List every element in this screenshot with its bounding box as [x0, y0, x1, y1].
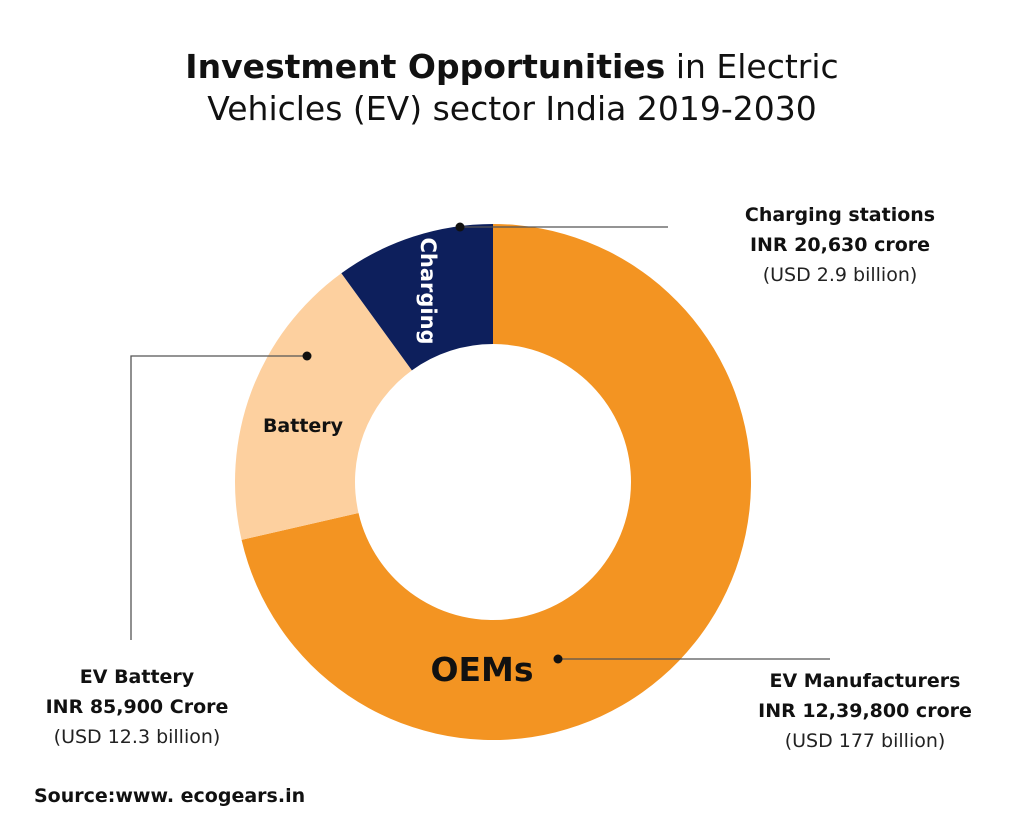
leader-dot-oems: [553, 654, 563, 664]
donut-segment-oems: [241, 224, 751, 740]
annotation-oems: EV Manufacturers INR 12,39,800 crore (US…: [758, 670, 972, 752]
annotation-charging: Charging stations INR 20,630 crore (USD …: [744, 204, 936, 286]
annotation-battery: EV Battery INR 85,900 Crore (USD 12.3 bi…: [45, 666, 229, 748]
leader-dot-battery: [302, 351, 312, 361]
leader-line-battery: [130, 355, 307, 640]
segment-label-battery: Battery: [263, 415, 344, 437]
donut-segment-charging: [341, 224, 493, 371]
segment-label-oems: OEMs: [430, 650, 533, 689]
donut-segment-battery: [235, 273, 412, 540]
chart-title-line1: Investment Opportunities in Electric: [185, 47, 839, 86]
source-note: Source:www. ecogears.in: [34, 785, 306, 807]
leader-dot-charging: [455, 222, 465, 232]
segment-label-charging: Charging: [416, 237, 440, 344]
chart-title-line2: Vehicles (EV) sector India 2019-2030: [207, 89, 817, 128]
